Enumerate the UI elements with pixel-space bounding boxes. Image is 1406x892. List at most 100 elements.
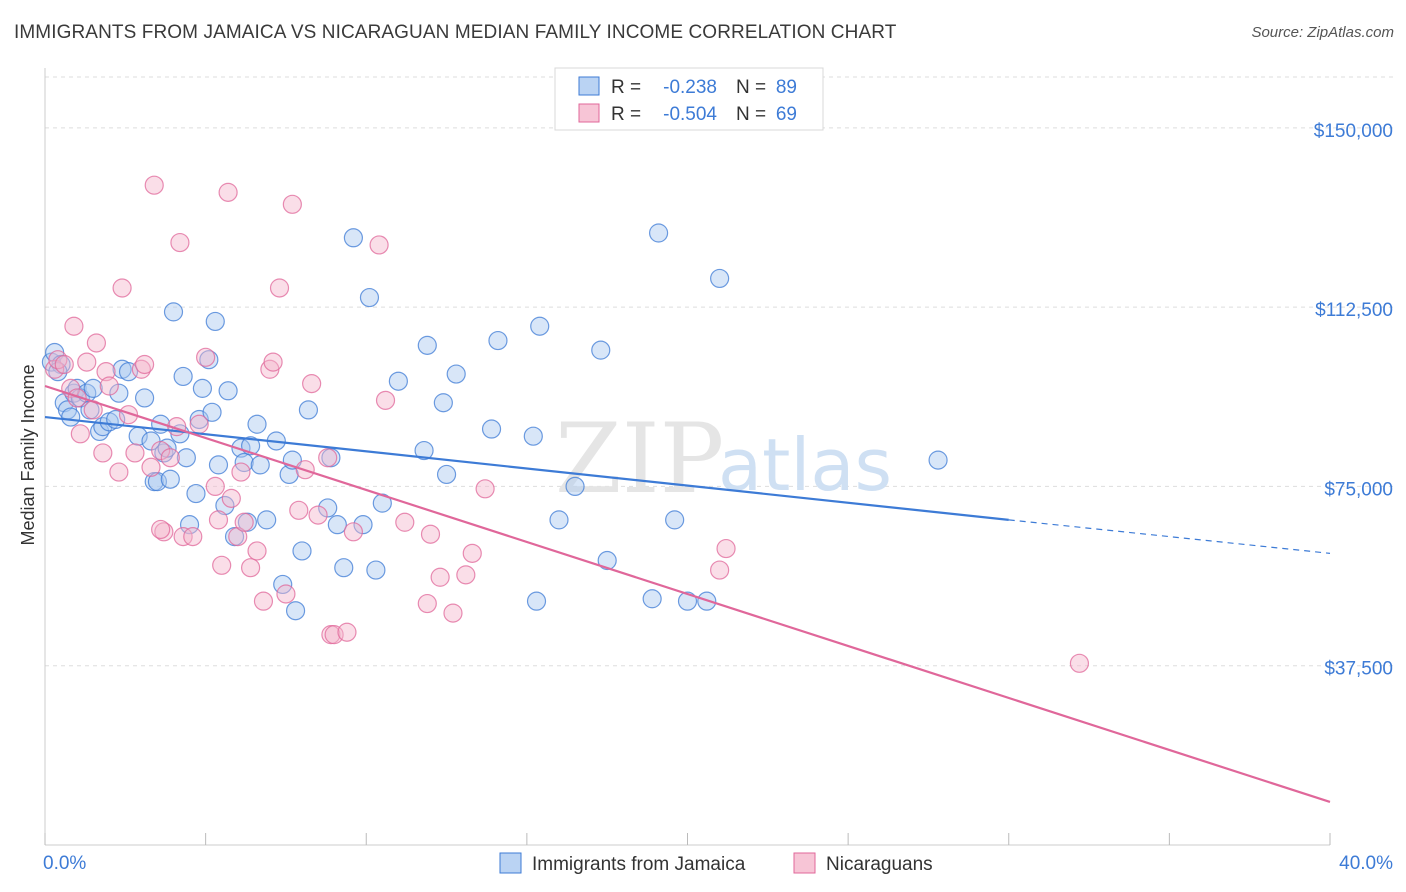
nicaraguan-point — [710, 560, 730, 580]
stats-r-label: R = — [611, 77, 641, 98]
jamaica-point — [359, 287, 380, 308]
nicaraguan-point — [241, 558, 261, 578]
jamaica-point — [353, 515, 373, 535]
nicaraguan-point — [375, 390, 396, 410]
nicaraguan-trend-line — [44, 384, 1331, 804]
legend-swatch-blue — [499, 852, 522, 874]
legend-label-blue: Immigrants from Jamaica — [532, 854, 746, 875]
nicaraguan-point — [212, 555, 232, 575]
jamaica-point — [388, 371, 408, 391]
jamaica-point — [526, 591, 547, 611]
jamaica-point — [523, 426, 543, 446]
chart-title: IMMIGRANTS FROM JAMAICA VS NICARAGUAN ME… — [14, 22, 897, 43]
jamaica-point — [665, 510, 685, 530]
legend-swatch-pink — [793, 852, 816, 874]
nicaraguan-point — [77, 352, 97, 372]
stats-r-value: -0.504 — [663, 104, 717, 125]
nicaraguan-point — [218, 182, 238, 202]
nicaraguan-point — [67, 388, 87, 408]
nicaraguan-point — [125, 443, 145, 463]
nicaraguan-point — [420, 524, 441, 544]
nicaraguan-point — [247, 541, 267, 561]
nicaraguan-point — [462, 543, 482, 563]
nicaraguan-point — [221, 488, 241, 508]
jamaica-point — [218, 381, 238, 401]
stats-legend: R = -0.238 N = 89 R = -0.504 N = 69 — [554, 67, 824, 131]
legend-label-pink: Nicaraguans — [826, 854, 933, 875]
jamaica-point — [928, 450, 948, 470]
nicaraguan-point — [343, 522, 363, 542]
jamaica-point — [648, 223, 669, 243]
jamaica-point — [160, 469, 180, 489]
series-legend: Immigrants from Jamaica Nicaraguans — [499, 852, 933, 875]
nicaraguan-point — [86, 333, 107, 353]
nicaraguan-point — [118, 405, 139, 425]
jamaica-point — [247, 414, 267, 434]
jamaica-point — [176, 448, 196, 468]
jamaica-point — [677, 591, 698, 611]
y-tick-label: $37,500 — [1324, 659, 1393, 680]
jamaica-point — [481, 419, 502, 439]
nicaraguan-point — [160, 448, 180, 468]
stats-n-label: N = — [736, 104, 766, 125]
nicaraguan-point — [269, 278, 290, 298]
nicaraguan-point — [302, 374, 322, 394]
y-tick-label: $75,000 — [1324, 479, 1393, 500]
nicaraguan-point — [263, 352, 283, 372]
x-tick-label-min: 0.0% — [43, 853, 86, 874]
nicaraguan-point — [282, 194, 302, 214]
jamaica-point — [591, 340, 611, 360]
nicaraguan-point — [109, 462, 129, 482]
nicaraguan-point — [337, 622, 357, 642]
jamaica-point — [433, 393, 453, 413]
jamaica-trend-line — [44, 415, 1009, 521]
stats-legend-box — [554, 67, 824, 131]
nicaraguan-point — [99, 376, 119, 396]
stats-swatch-pink — [578, 103, 600, 123]
jamaica-point — [327, 515, 347, 535]
jamaica-point — [436, 464, 457, 485]
nicaraguan-point — [234, 512, 254, 532]
nicaraguan-point — [96, 362, 116, 382]
jamaica-point — [298, 400, 319, 420]
nicaraguan-point — [253, 591, 274, 611]
nicaraguan-point — [430, 567, 450, 587]
nicaraguan-point — [716, 538, 736, 559]
stats-r-value: -0.238 — [663, 77, 717, 98]
nicaraguan-point — [231, 462, 251, 482]
jamaica-point — [173, 366, 193, 387]
jamaica-point — [134, 388, 155, 408]
jamaica-point — [597, 550, 617, 571]
nicaraguan-point — [144, 175, 164, 195]
jamaica-point — [446, 364, 466, 384]
nicaraguan-point — [1069, 653, 1090, 673]
nicaraguan-point — [395, 512, 415, 532]
jamaica-point — [199, 350, 219, 370]
y-tick-label: $150,000 — [1314, 121, 1393, 142]
jamaica-point — [208, 455, 229, 475]
stats-swatch-blue — [578, 76, 600, 96]
y-axis-title: Median Family Income — [18, 364, 38, 545]
jamaica-point — [205, 311, 225, 332]
jamaica-point — [192, 378, 213, 398]
jamaica-point — [530, 316, 550, 336]
nicaraguan-point — [196, 347, 216, 367]
jamaica-point — [285, 601, 306, 621]
nicaraguan-point — [151, 519, 171, 540]
nicaraguan-point — [318, 448, 338, 468]
nicaraguan-point — [93, 443, 113, 463]
watermark: ZIP atlas — [555, 403, 892, 515]
nicaraguan-point — [369, 235, 389, 255]
nicaraguan-point — [276, 584, 296, 604]
jamaica-point — [257, 510, 277, 530]
nicaraguan-point — [308, 505, 328, 525]
jamaica-point — [109, 383, 129, 403]
nicaraguan-point — [443, 603, 463, 623]
jamaica-point — [202, 402, 222, 422]
jamaica-point — [710, 268, 730, 289]
nicaraguan-point — [54, 354, 74, 375]
jamaica-point — [417, 335, 437, 355]
x-tick-label-max: 40.0% — [1339, 853, 1393, 874]
watermark-atlas: atlas — [718, 423, 892, 507]
